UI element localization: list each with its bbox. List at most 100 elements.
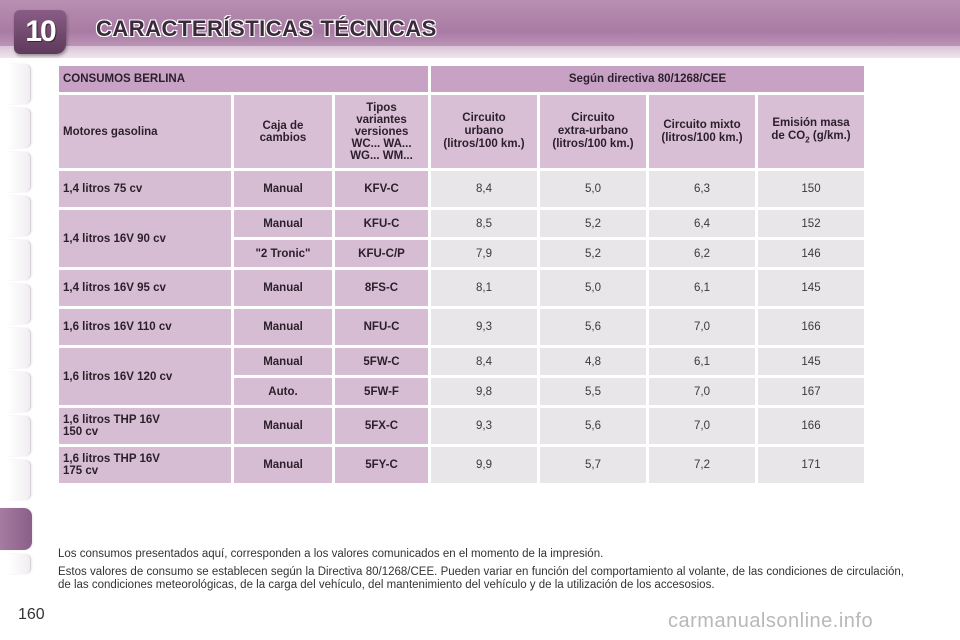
chapter-tab[interactable] <box>8 372 31 412</box>
footnote-paragraph: Estos valores de consumo se establecen s… <box>58 566 904 591</box>
gearbox-cell: Manual <box>234 171 332 207</box>
column-header-co2: Emisión masa de CO2 (g/km.) <box>758 95 864 168</box>
extra-urban-cell: 5,0 <box>540 171 646 207</box>
column-header-urban: Circuito urbano (litros/100 km.) <box>431 95 537 168</box>
table-row: 1,6 litros 16V 110 cv Manual NFU-C 9,3 5… <box>59 309 864 345</box>
gearbox-cell: Manual <box>234 270 332 306</box>
chapter-tabs <box>0 64 34 574</box>
mixed-cell: 7,0 <box>649 408 755 444</box>
urban-cell: 9,3 <box>431 309 537 345</box>
urban-cell: 8,4 <box>431 171 537 207</box>
engine-cell: 1,4 litros 16V 95 cv <box>59 270 231 306</box>
variant-cell: 5FW-F <box>335 378 428 405</box>
variant-cell: 8FS-C <box>335 270 428 306</box>
chapter-tab[interactable] <box>8 460 31 500</box>
co2-cell: 145 <box>758 348 864 375</box>
engine-cell: 1,6 litros THP 16V 150 cv <box>59 408 231 444</box>
variant-cell: KFU-C/P <box>335 240 428 267</box>
extra-urban-cell: 5,2 <box>540 240 646 267</box>
urban-cell: 8,1 <box>431 270 537 306</box>
chapter-tab[interactable] <box>8 64 31 104</box>
column-header-variants: Tipos variantes versiones WC... WA... WG… <box>335 95 428 168</box>
engine-cell: 1,6 litros 16V 120 cv <box>59 348 231 405</box>
footnote-paragraph: Los consumos presentados aquí, correspon… <box>58 548 604 560</box>
gearbox-cell: Auto. <box>234 378 332 405</box>
chapter-header: 10 CARACTERÍSTICAS TÉCNICAS <box>0 0 960 58</box>
engine-cell: 1,4 litros 16V 90 cv <box>59 210 231 267</box>
table-row: 1,6 litros THP 16V 175 cv Manual 5FY-C 9,… <box>59 447 864 483</box>
gearbox-cell: Manual <box>234 309 332 345</box>
table-title: CONSUMOS BERLINA <box>59 66 428 92</box>
extra-urban-cell: 5,5 <box>540 378 646 405</box>
co2-cell: 150 <box>758 171 864 207</box>
extra-urban-cell: 5,7 <box>540 447 646 483</box>
mixed-cell: 6,2 <box>649 240 755 267</box>
column-header-gearbox: Caja de cambios <box>234 95 332 168</box>
consumption-table: CONSUMOS BERLINA Según directiva 80/1268… <box>56 63 867 486</box>
table-row: 1,4 litros 75 cv Manual KFV-C 8,4 5,0 6,… <box>59 171 864 207</box>
extra-urban-cell: 5,6 <box>540 408 646 444</box>
engine-cell: 1,6 litros THP 16V 175 cv <box>59 447 231 483</box>
mixed-cell: 7,2 <box>649 447 755 483</box>
header-band <box>0 46 960 58</box>
co2-cell: 166 <box>758 309 864 345</box>
co2-cell: 166 <box>758 408 864 444</box>
engine-cell: 1,6 litros 16V 110 cv <box>59 309 231 345</box>
engine-cell: 1,4 litros 75 cv <box>59 171 231 207</box>
mixed-cell: 6,4 <box>649 210 755 237</box>
footnotes: Los consumos presentados aquí, correspon… <box>58 548 904 597</box>
extra-urban-cell: 5,6 <box>540 309 646 345</box>
column-header-mixed: Circuito mixto (litros/100 km.) <box>649 95 755 168</box>
chapter-number-badge: 10 <box>14 10 66 54</box>
table-row: 1,4 litros 16V 90 cv Manual KFU-C 8,5 5,… <box>59 210 864 267</box>
chapter-tab[interactable] <box>8 328 31 368</box>
table-row: Auto. 5FW-F 9,8 5,5 7,0 167 <box>59 378 864 405</box>
table-row: 1,4 litros 16V 95 cv Manual 8FS-C 8,1 5,… <box>59 270 864 306</box>
variant-cell: 5FW-C <box>335 348 428 375</box>
co2-cell: 146 <box>758 240 864 267</box>
table-row: 1,6 litros THP 16V 150 cv Manual 5FX-C 9,… <box>59 408 864 444</box>
co2-cell: 152 <box>758 210 864 237</box>
urban-cell: 7,9 <box>431 240 537 267</box>
mixed-cell: 7,0 <box>649 309 755 345</box>
variant-cell: 5FY-C <box>335 447 428 483</box>
co2-cell: 171 <box>758 447 864 483</box>
gearbox-cell: Manual <box>234 348 332 375</box>
variant-cell: KFV-C <box>335 171 428 207</box>
urban-cell: 8,4 <box>431 348 537 375</box>
co2-cell: 145 <box>758 270 864 306</box>
urban-cell: 9,9 <box>431 447 537 483</box>
mixed-cell: 6,1 <box>649 348 755 375</box>
page-number: 160 <box>18 606 45 623</box>
chapter-tab[interactable] <box>8 554 31 574</box>
gearbox-cell: Manual <box>234 210 332 237</box>
extra-urban-cell: 4,8 <box>540 348 646 375</box>
watermark: carmanualsonline.info <box>668 610 874 632</box>
chapter-tab[interactable] <box>8 152 31 192</box>
chapter-tab-active[interactable] <box>0 508 32 550</box>
chapter-tab[interactable] <box>8 416 31 456</box>
chapter-tab[interactable] <box>8 108 31 148</box>
variant-cell: KFU-C <box>335 210 428 237</box>
chapter-tab[interactable] <box>8 196 31 236</box>
page-title: CARACTERÍSTICAS TÉCNICAS <box>96 16 437 41</box>
column-header-engine: Motores gasolina <box>59 95 231 168</box>
mixed-cell: 6,3 <box>649 171 755 207</box>
co2-cell: 167 <box>758 378 864 405</box>
urban-cell: 8,5 <box>431 210 537 237</box>
gearbox-cell: "2 Tronic" <box>234 240 332 267</box>
table-row: "2 Tronic" KFU-C/P 7,9 5,2 6,2 146 <box>59 240 864 267</box>
extra-urban-cell: 5,2 <box>540 210 646 237</box>
mixed-cell: 7,0 <box>649 378 755 405</box>
urban-cell: 9,8 <box>431 378 537 405</box>
gearbox-cell: Manual <box>234 447 332 483</box>
table-directive: Según directiva 80/1268/CEE <box>431 66 864 92</box>
column-header-extra-urban: Circuito extra-urbano (litros/100 km.) <box>540 95 646 168</box>
chapter-tab[interactable] <box>8 284 31 324</box>
table-row: 1,6 litros 16V 120 cv Manual 5FW-C 8,4 4… <box>59 348 864 405</box>
extra-urban-cell: 5,0 <box>540 270 646 306</box>
chapter-tab[interactable] <box>8 240 31 280</box>
gearbox-cell: Manual <box>234 408 332 444</box>
variant-cell: NFU-C <box>335 309 428 345</box>
urban-cell: 9,3 <box>431 408 537 444</box>
